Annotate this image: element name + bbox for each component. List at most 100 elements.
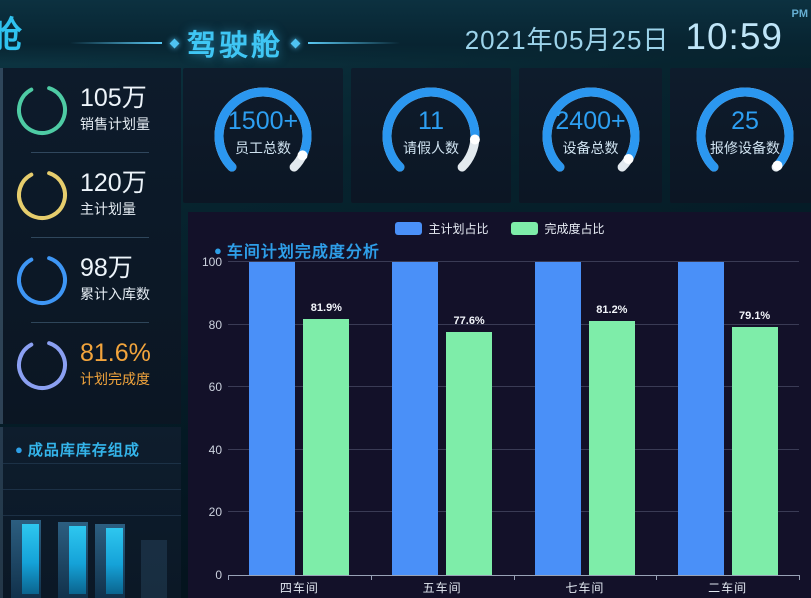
bar-主计划占比[interactable] (534, 262, 581, 575)
divider (31, 152, 149, 153)
gridline (228, 511, 799, 513)
date-text: 2021年05月25日 (464, 25, 670, 55)
x-category-label: 五车间 (422, 581, 462, 595)
ring-chart-icon (17, 85, 67, 135)
legend-swatch-icon (394, 222, 422, 235)
kpi-label: 销售计划量 (80, 116, 150, 132)
kpi-plan-completion: 81.6% 计划完成度 (3, 323, 181, 407)
x-axis-labels: 四车间 五车间 七车间 二车间 (228, 579, 799, 596)
gauge-value: 1500+ (227, 107, 299, 135)
clock: 10:59 PM (685, 8, 808, 58)
bar-groups: 81.9% 77.6% 81.2% 79.1% (228, 262, 799, 575)
kpi-panel: 105万 销售计划量 120万 主计划量 98万 累计入库数 81.6% 计划完… (0, 68, 181, 424)
bar-主计划占比[interactable] (392, 262, 439, 575)
inventory-bar-group[interactable] (141, 508, 167, 598)
bar-data-label: 79.1% (739, 310, 771, 323)
kpi-value: 81.6% (80, 339, 151, 367)
y-tick-label: 100 (201, 255, 222, 269)
decorative-line-left (70, 42, 162, 44)
inventory-bar-group[interactable] (11, 508, 41, 598)
bar-主计划占比[interactable] (249, 262, 296, 575)
kpi-warehouse-in: 98万 累计入库数 (3, 238, 181, 322)
bar-data-label: 81.9% (310, 301, 342, 314)
inventory-bar-group[interactable] (95, 508, 125, 598)
gauge-repair-equipment: 25 报修设备数 (670, 68, 811, 203)
divider (31, 237, 149, 238)
gauge-label: 员工总数 (235, 140, 291, 156)
x-category-label: 四车间 (279, 581, 319, 595)
gauge-label: 请假人数 (403, 140, 459, 156)
bar-data-label: 77.6% (453, 315, 485, 328)
bullet-icon: ● (214, 242, 222, 258)
inventory-bar-front (69, 526, 86, 594)
meridiem-text: PM (791, 8, 809, 20)
gridline (3, 489, 181, 490)
inventory-panel: ● 成品库库存组成 (0, 427, 181, 598)
gauge-icon (542, 87, 639, 184)
plot-area: 0 20 40 60 80 100 81.9% 77.6% 81.2% 79.1% (202, 255, 800, 582)
legend-label: 完成度占比 (544, 222, 605, 236)
ring-chart-icon (17, 255, 67, 305)
diamond-icon (290, 38, 301, 48)
kpi-value: 98万 (80, 254, 133, 282)
gridline (3, 515, 181, 516)
x-axis-tick (656, 575, 658, 580)
gauge-total-staff: 1500+ 员工总数 (183, 68, 343, 203)
y-tick-label: 40 (208, 442, 222, 457)
kpi-label: 主计划量 (80, 201, 136, 217)
partial-title-glyph: 舱 (0, 14, 23, 55)
legend-item-主计划占比[interactable]: 主计划占比 (394, 220, 489, 237)
bar-group-七车间: 81.2% (514, 262, 657, 575)
bar-data-label: 81.2% (596, 303, 628, 316)
kpi-master-plan: 120万 主计划量 (3, 153, 181, 237)
legend-item-完成度占比[interactable]: 完成度占比 (510, 220, 605, 237)
kpi-label: 累计入库数 (80, 286, 150, 302)
gridline (228, 261, 799, 262)
inventory-bar-group[interactable] (58, 508, 88, 598)
legend-swatch-icon (510, 222, 538, 235)
page-title: 驾驶舱 (187, 30, 284, 62)
inventory-bar-dim (141, 540, 167, 598)
chart-legend: 主计划占比 完成度占比 (394, 220, 605, 237)
gridline (228, 323, 799, 325)
gridline (228, 386, 799, 388)
gauge-icon (382, 87, 480, 184)
gauge-icon (214, 87, 312, 184)
gauge-row: 1500+ 员工总数 11 请假人数 2400+ 设备总数 (183, 68, 811, 203)
decorative-line-right (308, 42, 401, 44)
time-text: 10:59 (685, 16, 783, 57)
x-axis-tick (370, 575, 372, 580)
y-tick-label: 60 (208, 380, 222, 395)
bar-完成度占比[interactable]: 77.6% (446, 315, 493, 575)
gridline (3, 463, 181, 464)
gauge-value: 11 (418, 107, 444, 135)
legend-label: 主计划占比 (428, 222, 489, 236)
x-category-label: 七车间 (565, 581, 605, 595)
chart-title: ● 车间计划完成度分析 (214, 242, 380, 262)
inventory-bar-chart (3, 508, 181, 598)
bar-完成度占比[interactable]: 79.1% (731, 310, 778, 575)
datetime-block: 2021年05月25日 10:59 PM (464, 8, 808, 58)
x-axis-tick (228, 575, 229, 580)
gauge-on-leave: 11 请假人数 (351, 68, 511, 203)
y-tick-label: 80 (208, 317, 222, 332)
inventory-panel-title: ● 成品库库存组成 (15, 442, 140, 459)
gauge-value: 2400+ (555, 107, 626, 135)
y-tick-label: 20 (208, 505, 222, 520)
bar-group-二车间: 79.1% (656, 262, 799, 575)
gridline (228, 448, 799, 450)
title-block: 驾驶舱 (70, 22, 401, 64)
bar-主计划占比[interactable] (677, 262, 724, 575)
kpi-label: 计划完成度 (80, 371, 150, 387)
kpi-value: 105万 (80, 84, 147, 112)
kpi-value: 120万 (80, 169, 147, 197)
gauge-label: 报修设备数 (710, 140, 780, 156)
bar-完成度占比[interactable]: 81.9% (303, 302, 350, 575)
kpi-sales-plan: 105万 销售计划量 (3, 68, 181, 152)
gauge-label: 设备总数 (562, 140, 619, 156)
ring-chart-icon (17, 340, 67, 390)
x-category-label: 二车间 (708, 581, 748, 595)
gauge-icon (696, 87, 794, 184)
gauge-value: 25 (731, 107, 759, 135)
bar-完成度占比[interactable]: 81.2% (588, 304, 635, 575)
